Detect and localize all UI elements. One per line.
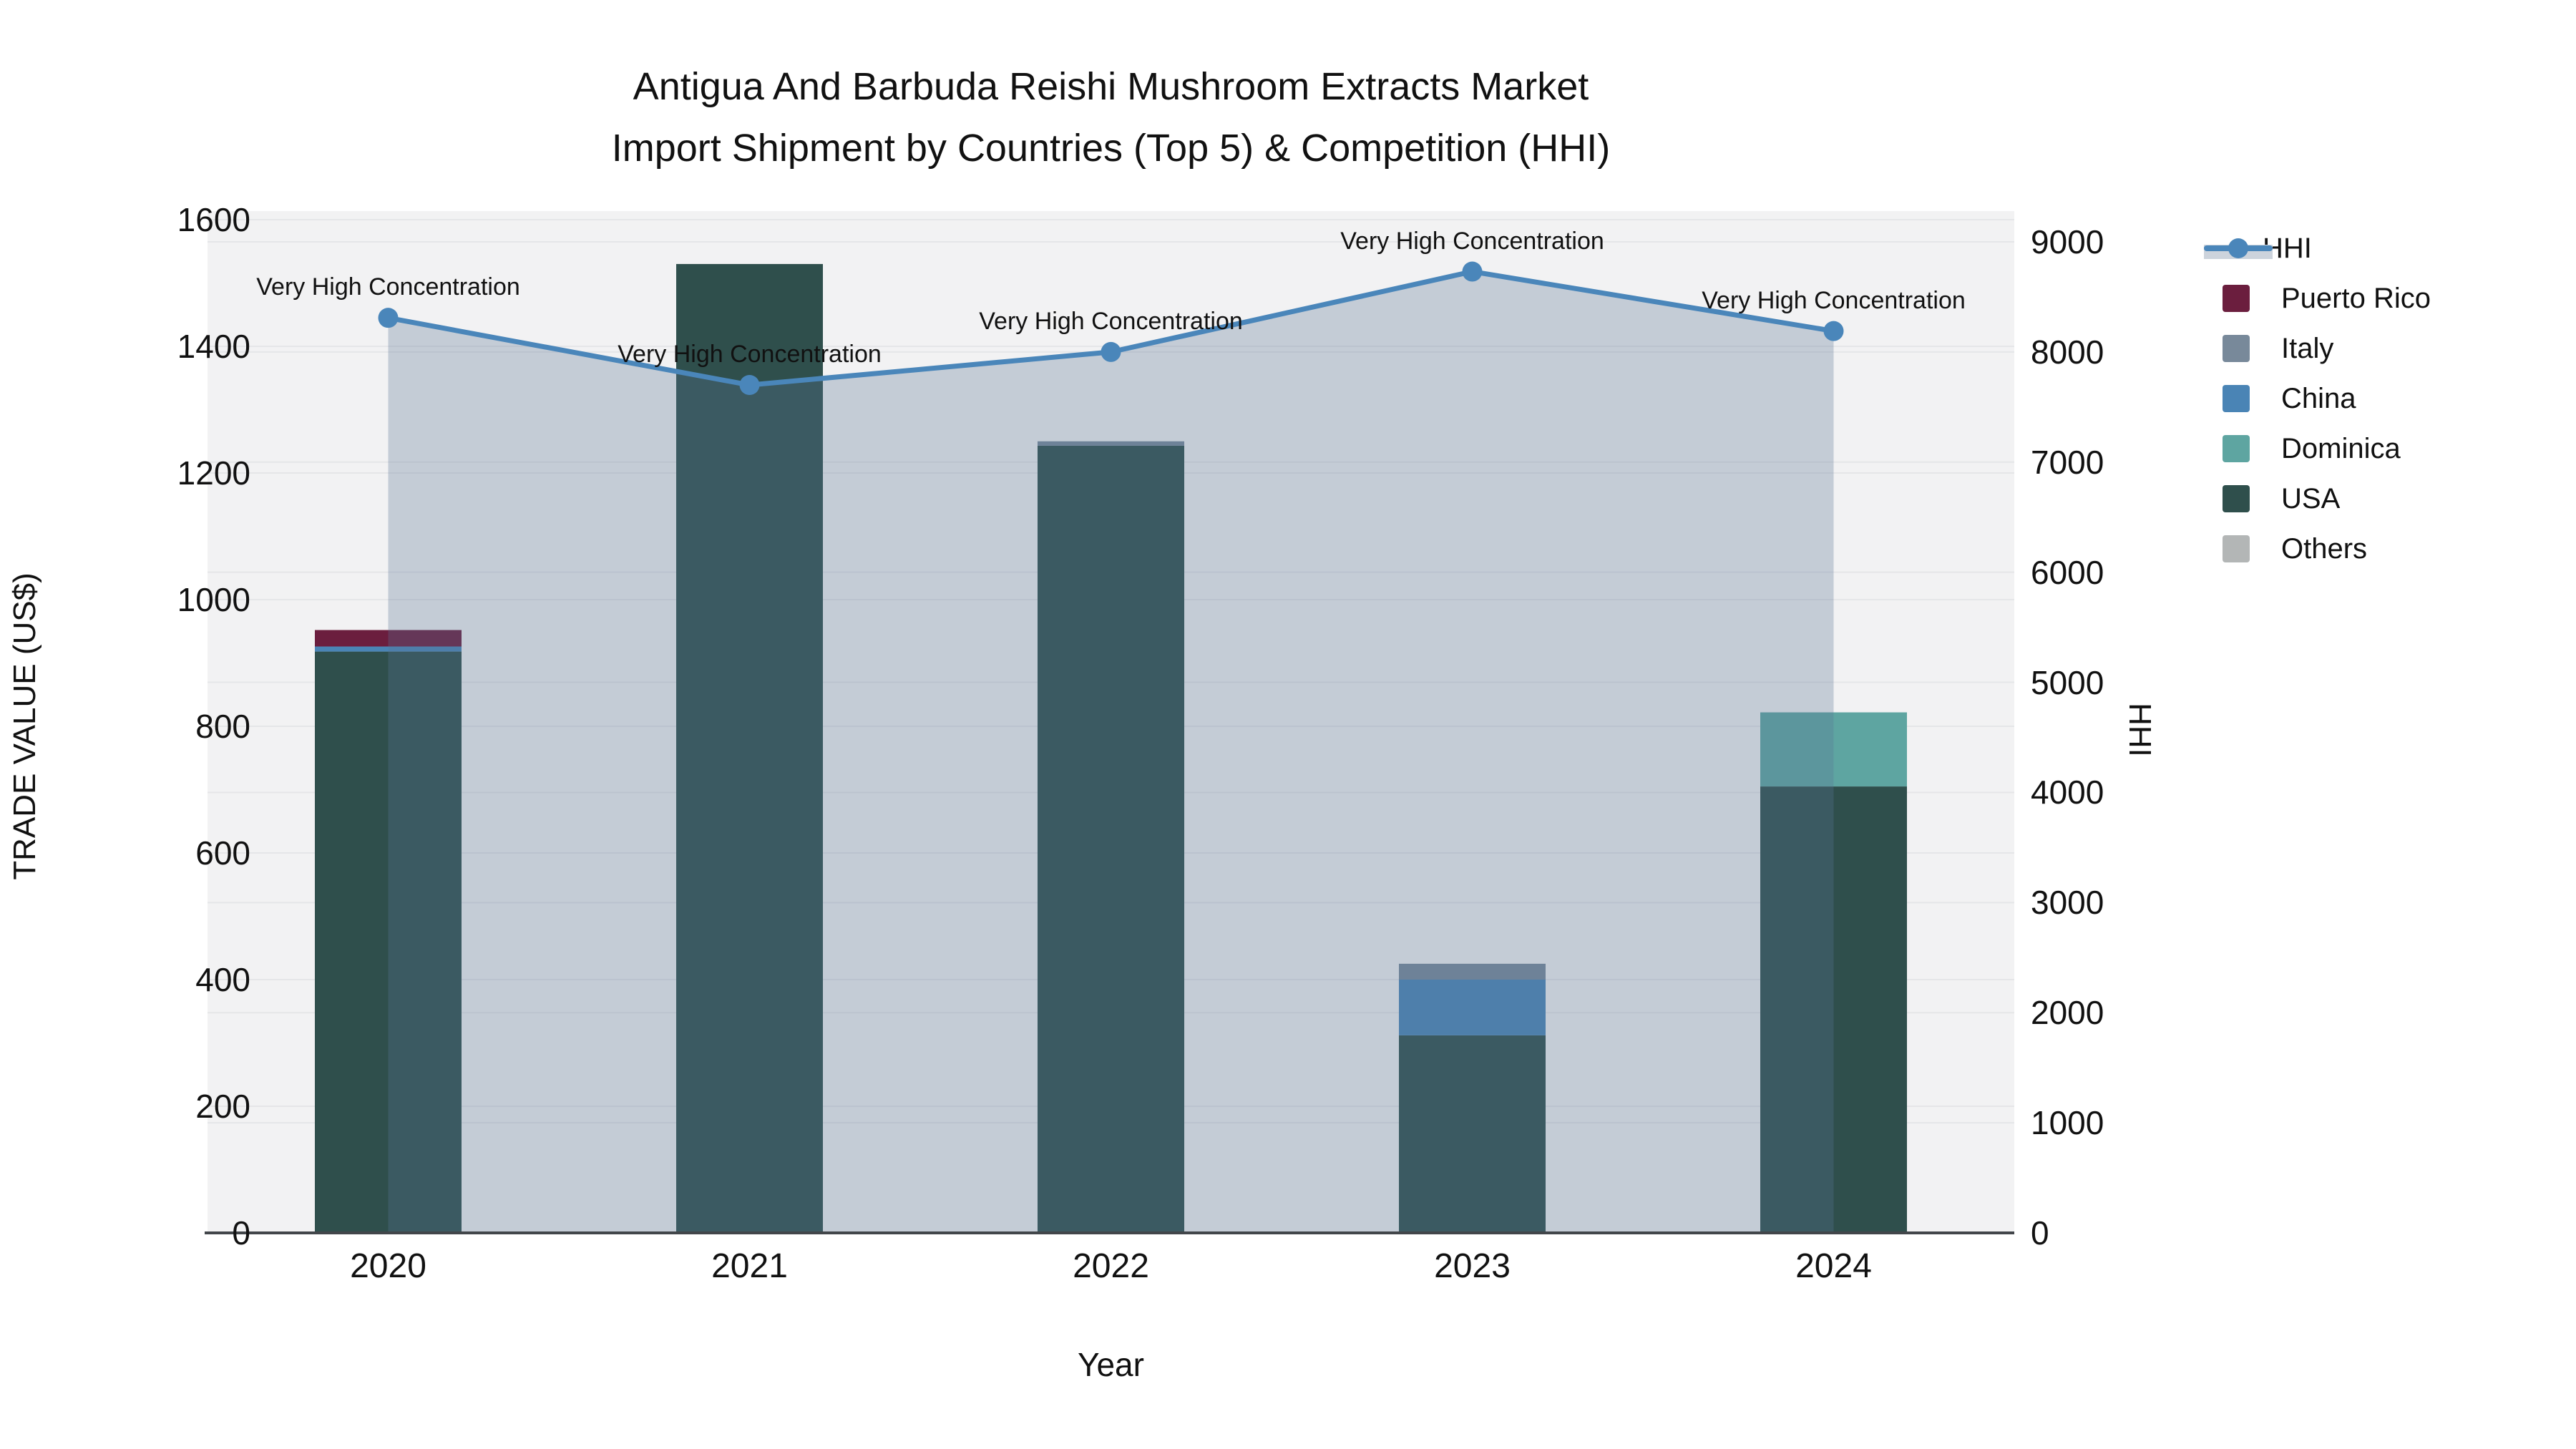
y-left-tick-200: 200	[195, 1088, 250, 1125]
y-right-tick-8000: 8000	[2031, 333, 2104, 371]
y-left-tick-600: 600	[195, 834, 250, 872]
legend-label: USA	[2281, 482, 2341, 514]
hhi-point-2022[interactable]	[1101, 341, 1121, 362]
bar-segment-usa-2021[interactable]	[676, 263, 823, 1234]
bar-segment-usa-2024[interactable]	[1760, 786, 1907, 1233]
annotation-2023: Very High Concentration	[1340, 227, 1604, 255]
bar-segment-china-2020[interactable]	[315, 646, 462, 652]
legend-swatch-icon	[2223, 435, 2250, 462]
bar-segment-italy-2022[interactable]	[1038, 441, 1184, 446]
legend-item-dominica[interactable]: Dominica	[2204, 424, 2431, 474]
legend-item-others[interactable]: Others	[2204, 524, 2431, 574]
legend-label: Dominica	[2281, 432, 2401, 464]
legend-swatch-icon	[2223, 385, 2250, 412]
bar-segment-usa-2020[interactable]	[315, 651, 462, 1233]
legend-swatch-icon	[2223, 485, 2250, 512]
annotation-2024: Very High Concentration	[1702, 286, 1966, 314]
y-right-tick-0: 0	[2031, 1214, 2049, 1252]
y-left-tick-1200: 1200	[177, 454, 250, 492]
y-right-tick-5000: 5000	[2031, 663, 2104, 701]
hhi-point-2023[interactable]	[1462, 261, 1483, 282]
hhi-point-2021[interactable]	[739, 375, 760, 396]
bar-segment-usa-2022[interactable]	[1038, 445, 1184, 1233]
y-left-tick-800: 800	[195, 708, 250, 745]
x-tick-2024: 2024	[1795, 1247, 1872, 1285]
y-left-tick-400: 400	[195, 961, 250, 998]
legend-swatch-icon	[2223, 285, 2250, 312]
legend-swatch-icon	[2223, 335, 2250, 362]
y-right-tick-4000: 4000	[2031, 774, 2104, 811]
bar-segment-dominica-2024[interactable]	[1760, 712, 1907, 787]
bar-segment-usa-2023[interactable]	[1399, 1035, 1546, 1233]
bar-segment-italy-2023[interactable]	[1399, 963, 1546, 980]
legend-label: Others	[2281, 532, 2368, 565]
hhi-point-2024[interactable]	[1823, 321, 1844, 341]
chart-title: Antigua And Barbuda Reishi Mushroom Extr…	[0, 56, 2222, 179]
legend-label: Italy	[2281, 332, 2334, 364]
legend-label: China	[2281, 382, 2356, 414]
legend-item-usa[interactable]: USA	[2204, 474, 2431, 524]
hhi-point-2020[interactable]	[378, 308, 399, 328]
annotation-2022: Very High Concentration	[979, 307, 1243, 335]
legend: HHI Puerto Rico Italy China Dominica USA Other…	[2204, 223, 2431, 574]
y-left-tick-1600: 1600	[177, 201, 250, 238]
y-axis-left-title: TRADE VALUE (US$)	[7, 572, 42, 880]
chart-title-line2: Import Shipment by Countries (Top 5) & C…	[611, 127, 1611, 170]
hhi-line-swatch-icon	[2204, 235, 2273, 262]
bar-segment-puerto-rico-2020[interactable]	[315, 630, 462, 647]
x-tick-2021: 2021	[711, 1247, 788, 1285]
y-left-tick-1000: 1000	[177, 581, 250, 618]
legend-item-china[interactable]: China	[2204, 374, 2431, 424]
annotation-2021: Very High Concentration	[618, 341, 882, 369]
y-right-tick-7000: 7000	[2031, 443, 2104, 481]
bar-segment-china-2023[interactable]	[1399, 980, 1546, 1035]
legend-swatch-icon	[2223, 535, 2250, 562]
x-axis-title: Year	[1078, 1346, 1144, 1383]
y-right-tick-1000: 1000	[2031, 1104, 2104, 1142]
y-right-tick-3000: 3000	[2031, 884, 2104, 922]
x-tick-2023: 2023	[1434, 1247, 1511, 1285]
chart-title-line1: Antigua And Barbuda Reishi Mushroom Extr…	[633, 65, 1589, 108]
legend-item-italy[interactable]: Italy	[2204, 323, 2431, 374]
legend-label: Puerto Rico	[2281, 282, 2431, 314]
y-right-tick-2000: 2000	[2031, 994, 2104, 1032]
x-tick-2020: 2020	[350, 1247, 426, 1285]
annotation-2020: Very High Concentration	[256, 273, 520, 301]
y-left-tick-0: 0	[232, 1214, 250, 1252]
y-right-tick-6000: 6000	[2031, 553, 2104, 591]
legend-item-hhi[interactable]: HHI	[2204, 223, 2431, 273]
y-right-tick-9000: 9000	[2031, 223, 2104, 260]
x-tick-2022: 2022	[1073, 1247, 1149, 1285]
y-left-tick-1400: 1400	[177, 328, 250, 365]
legend-item-puerto-rico[interactable]: Puerto Rico	[2204, 273, 2431, 323]
hhi-area-fill	[388, 271, 1834, 1233]
